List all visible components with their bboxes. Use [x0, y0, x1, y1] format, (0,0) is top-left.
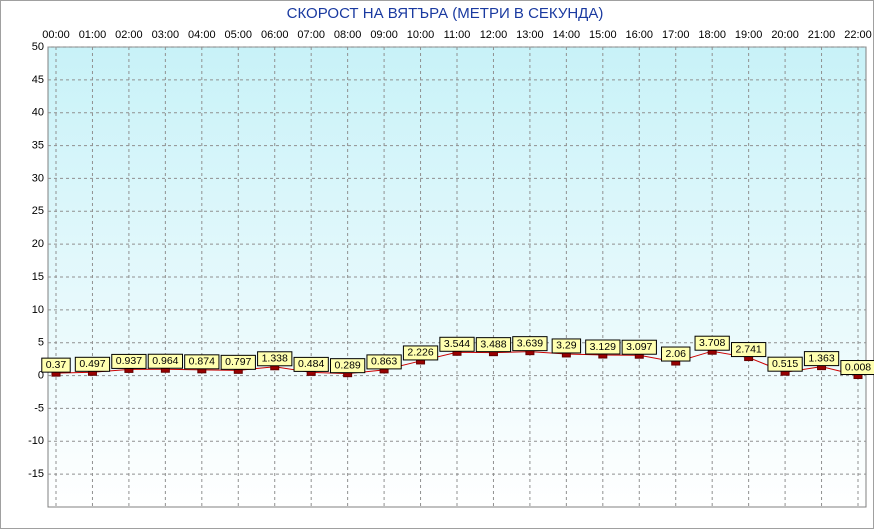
x-tick-label: 03:00 — [152, 29, 180, 41]
value-label-box — [402, 345, 439, 361]
x-tick-label: 15:00 — [589, 29, 617, 41]
value-label: 0.289 — [334, 359, 360, 371]
y-tick-label: 10 — [32, 304, 44, 316]
value-label-box — [803, 351, 840, 367]
value-label-box — [585, 339, 621, 355]
value-label: 3.29 — [556, 340, 577, 352]
value-label: 0.497 — [79, 358, 105, 370]
value-label: 0.937 — [116, 355, 142, 367]
y-tick-label: 35 — [32, 139, 44, 151]
value-label-box — [475, 337, 512, 353]
y-tick-label: 45 — [32, 74, 44, 86]
x-tick-label: 17:00 — [662, 29, 690, 41]
value-label: 3.488 — [480, 338, 506, 350]
value-label-box — [220, 354, 256, 370]
value-label: 2.06 — [666, 348, 687, 360]
value-label: 3.129 — [590, 341, 616, 353]
value-label: 0.484 — [298, 358, 324, 370]
value-label-box — [661, 346, 691, 362]
value-label-box — [767, 356, 803, 372]
x-tick-label: 13:00 — [516, 29, 544, 41]
value-label-box — [840, 360, 874, 376]
value-label-box — [74, 356, 111, 372]
value-label: 2.741 — [735, 343, 761, 355]
x-tick-label: 10:00 — [407, 29, 435, 41]
value-label-box — [366, 354, 402, 370]
x-tick-label: 06:00 — [261, 29, 289, 41]
y-tick-label: -15 — [28, 468, 44, 480]
value-label: 0.797 — [225, 356, 251, 368]
y-tick-label: 0 — [38, 369, 44, 381]
x-tick-label: 02:00 — [115, 29, 143, 41]
x-tick-label: 01:00 — [79, 29, 107, 41]
value-label-box — [439, 336, 475, 352]
value-label-box — [730, 342, 767, 358]
value-label-box — [694, 335, 730, 351]
value-label-box — [147, 353, 184, 369]
x-tick-label: 20:00 — [771, 29, 799, 41]
x-tick-label: 22:00 — [844, 29, 872, 41]
value-label-box — [329, 358, 366, 374]
y-tick-label: 40 — [32, 107, 44, 119]
value-label-box — [184, 354, 220, 370]
x-tick-label: 16:00 — [626, 29, 654, 41]
y-tick-label: 15 — [32, 271, 44, 283]
x-tick-label: 11:00 — [444, 29, 471, 41]
value-label-box — [621, 339, 657, 355]
x-tick-label: 08:00 — [334, 29, 362, 41]
value-label: 3.708 — [699, 337, 725, 349]
value-label: 1.363 — [808, 352, 834, 364]
value-label-box — [551, 338, 582, 354]
y-tick-label: 25 — [32, 205, 44, 217]
y-tick-label: -10 — [28, 435, 44, 447]
value-label-box — [512, 336, 548, 352]
x-tick-label: 09:00 — [370, 29, 398, 41]
value-label-box — [257, 351, 293, 367]
x-tick-label: 18:00 — [698, 29, 726, 41]
x-tick-label: 21:00 — [808, 29, 836, 41]
y-tick-label: 30 — [32, 172, 44, 184]
value-label: 0.964 — [152, 355, 178, 367]
y-tick-label: 50 — [32, 41, 44, 53]
value-label: 3.639 — [517, 337, 543, 349]
value-label: 1.338 — [262, 353, 288, 365]
value-label: 2.226 — [407, 347, 433, 359]
x-tick-label: 04:00 — [188, 29, 216, 41]
y-tick-label: -5 — [34, 402, 44, 414]
value-label-box — [111, 353, 147, 369]
value-label-box — [41, 357, 71, 373]
value-label: 3.097 — [626, 341, 652, 353]
value-label: 0.874 — [189, 356, 215, 368]
value-label: 0.37 — [46, 359, 67, 371]
x-tick-label: 05:00 — [225, 29, 253, 41]
value-label-box — [293, 356, 329, 372]
x-tick-label: 07:00 — [297, 29, 325, 41]
x-tick-label: 12:00 — [480, 29, 508, 41]
y-tick-label: 5 — [38, 337, 44, 349]
x-tick-label: 00:00 — [42, 29, 70, 41]
x-tick-label: 14:00 — [553, 29, 581, 41]
value-label: 3.544 — [444, 338, 470, 350]
y-tick-label: 20 — [32, 238, 44, 250]
x-tick-label: 19:00 — [735, 29, 763, 41]
value-label: 0.515 — [772, 358, 798, 370]
value-label: 0.008 — [845, 361, 871, 373]
chart-title: СКОРОСТ НА ВЯТЪРА (МЕТРИ В СЕКУНДА) — [287, 5, 604, 22]
value-label: 0.863 — [371, 356, 397, 368]
